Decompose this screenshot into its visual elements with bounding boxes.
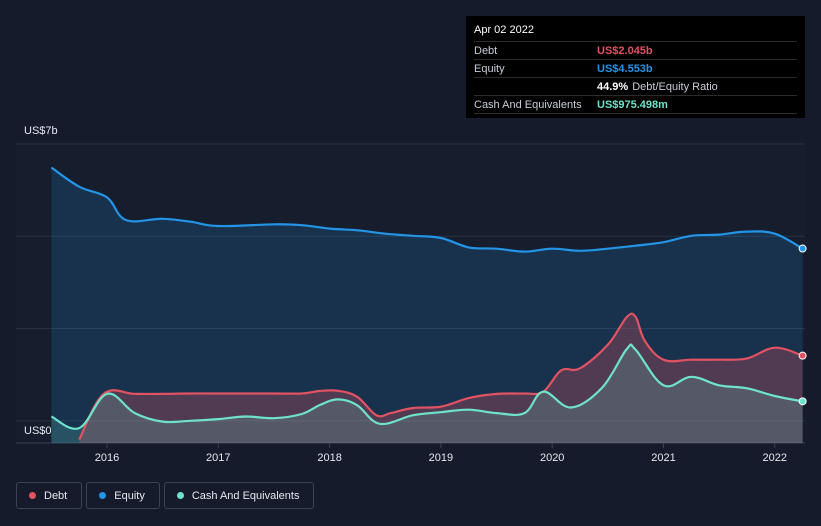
y-axis-min-label: US$0 — [24, 425, 52, 437]
tooltip-equity-label: Equity — [474, 62, 505, 75]
equity-endpoint — [798, 244, 807, 253]
legend-item-debt[interactable]: Debt — [16, 482, 83, 509]
x-tick-label: 2017 — [206, 452, 230, 464]
x-tick-label: 2016 — [95, 452, 119, 464]
cash-endpoint — [798, 397, 807, 406]
tooltip-row-debt: Debt US$2.045b — [474, 41, 797, 59]
cash-line — [50, 343, 803, 430]
legend-cash-label: Cash And Equivalents — [191, 489, 300, 502]
debt-dot-icon — [29, 492, 36, 499]
tooltip-cash-label: Cash And Equivalents — [474, 98, 582, 111]
debt-line — [78, 312, 803, 441]
series-areas — [51, 167, 803, 443]
chart-legend: Debt Equity Cash And Equivalents — [16, 482, 315, 509]
cash-dot-icon — [176, 492, 184, 499]
series-endpoints — [798, 244, 807, 406]
tooltip-debt-value: US$2.045b — [597, 44, 653, 57]
tooltip-row-cash: Cash And Equivalents US$975.498m — [474, 95, 797, 114]
tooltip-cash-value: US$975.498m — [597, 98, 668, 111]
tooltip-ratio-value: 44.9% — [597, 80, 629, 93]
legend-item-cash[interactable]: Cash And Equivalents — [163, 482, 315, 509]
tooltip-ratio-label: Debt/Equity Ratio — [632, 80, 718, 93]
equity-line — [50, 166, 804, 253]
legend-equity-label: Equity — [114, 489, 145, 502]
tooltip-row-ratio: 44.9% Debt/Equity Ratio — [474, 77, 797, 95]
debt-area — [79, 313, 803, 443]
tooltip-equity-value: US$4.553b — [597, 62, 653, 75]
data-tooltip: Apr 02 2022 Debt US$2.045b Equity US$4.5… — [466, 16, 805, 118]
tooltip-date: Apr 02 2022 — [474, 24, 534, 36]
series-lines — [50, 166, 804, 441]
x-tick-label: 2019 — [429, 452, 453, 464]
equity-dot-icon — [99, 492, 107, 499]
legend-item-equity[interactable]: Equity — [86, 482, 160, 509]
x-tick-label: 2022 — [763, 452, 787, 464]
legend-debt-label: Debt — [44, 489, 68, 502]
x-tick-label: 2020 — [540, 452, 564, 464]
tooltip-row-equity: Equity US$4.553b — [474, 59, 797, 77]
x-axis-ticks: 2016 2017 2018 2019 2020 2021 2022 — [95, 443, 787, 464]
debt-endpoint — [798, 351, 807, 360]
y-axis-max-label: US$7b — [24, 125, 58, 137]
tooltip-debt-label: Debt — [474, 44, 498, 57]
x-tick-label: 2021 — [651, 452, 675, 464]
equity-area — [51, 167, 803, 443]
x-tick-label: 2018 — [317, 452, 341, 464]
